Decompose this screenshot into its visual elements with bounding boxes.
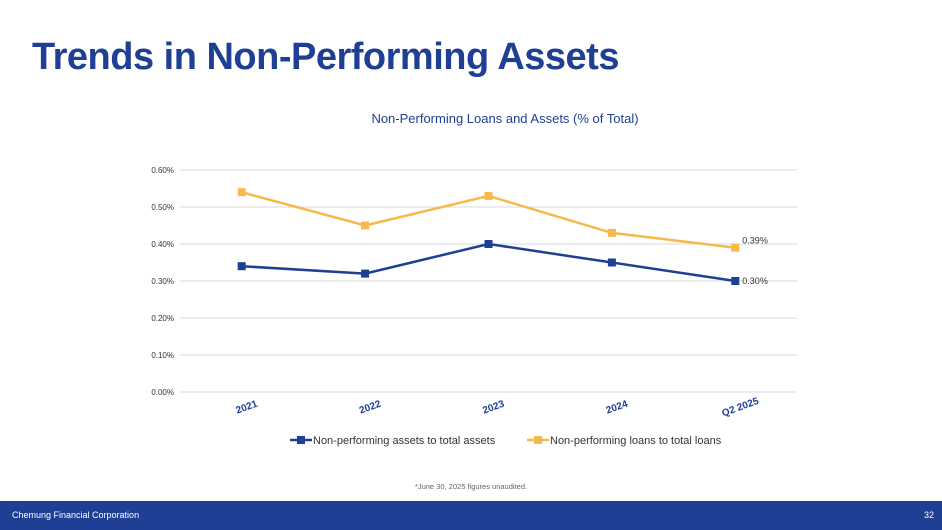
chart-legend: Non-performing assets to total assets Non…	[290, 435, 722, 447]
x-tick-label: Q2 2025	[721, 396, 761, 420]
gridlines	[180, 169, 797, 393]
x-tick-label: 2021	[235, 399, 260, 417]
x-tick-label: 2022	[358, 399, 383, 417]
y-tick-label: 0.20%	[151, 314, 174, 323]
data-label: 0.39%	[742, 236, 768, 246]
data-point	[731, 277, 740, 285]
legend-label: Non-performing assets to total assets	[313, 435, 496, 447]
data-point	[731, 243, 740, 252]
data-point	[607, 228, 616, 237]
data-point	[237, 188, 246, 197]
y-tick-label: 0.40%	[151, 240, 174, 249]
y-tick-label: 0.60%	[151, 166, 174, 175]
y-axis-tick-labels: 0.00% 0.10% 0.20% 0.30% 0.40% 0.50% 0.60%	[151, 166, 174, 397]
data-point	[361, 221, 370, 230]
y-tick-label: 0.30%	[151, 277, 174, 286]
page-number: 32	[923, 510, 934, 520]
x-tick-label: 2024	[605, 399, 630, 417]
chart-series: 0.30% 0.39%	[237, 188, 768, 286]
data-point	[484, 240, 493, 248]
footer-company-name: Chemung Financial Corporation	[12, 510, 140, 520]
y-tick-label: 0.10%	[151, 351, 174, 360]
series-line	[241, 190, 736, 249]
data-label: 0.30%	[742, 276, 768, 286]
data-point	[484, 191, 493, 200]
series-line	[241, 242, 736, 283]
y-tick-label: 0.00%	[151, 388, 174, 397]
footnote: *June 30, 2025 figures unaudited.	[414, 482, 528, 491]
y-tick-label: 0.50%	[151, 203, 174, 212]
chart-title: Non-Performing Loans and Assets (% of To…	[371, 111, 638, 126]
legend-marker	[534, 436, 542, 444]
legend-label: Non-performing loans to total loans	[550, 435, 722, 447]
series-0: 0.30%	[237, 240, 768, 286]
data-point	[607, 258, 616, 267]
data-point	[361, 269, 370, 278]
series-1: 0.39%	[237, 188, 768, 252]
legend-marker	[297, 436, 305, 444]
line-chart: Non-Performing Loans and Assets (% of To…	[151, 111, 797, 447]
data-point	[237, 262, 246, 271]
x-axis-tick-labels: 2021 2022 2023 2024 Q2 2025	[235, 396, 761, 420]
x-tick-label: 2023	[481, 399, 506, 417]
page-title: Trends in Non-Performing Assets	[32, 36, 619, 78]
footer-bar: Chemung Financial Corporation 32	[0, 501, 942, 530]
